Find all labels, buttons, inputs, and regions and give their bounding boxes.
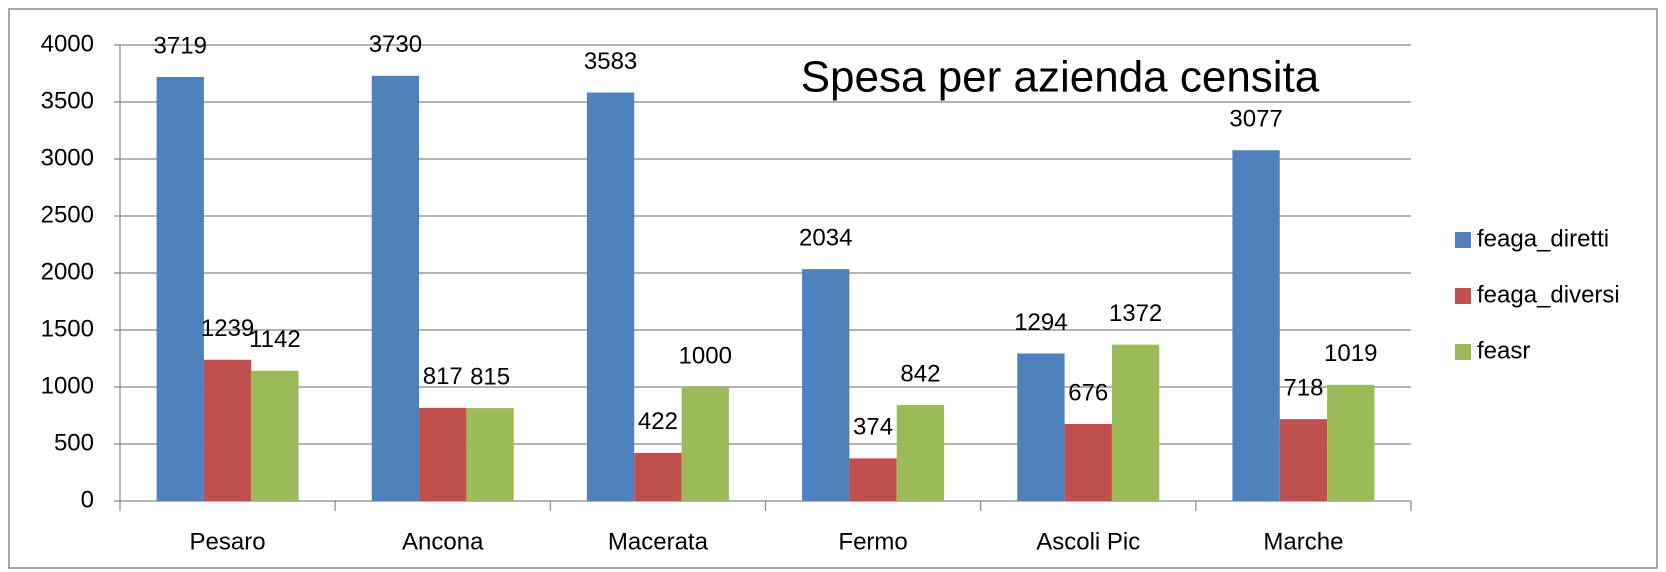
data-label: 1372 <box>1109 300 1162 327</box>
bar <box>251 370 299 501</box>
y-tick-label: 0 <box>81 486 94 513</box>
data-label: 676 <box>1068 379 1108 406</box>
bar <box>1232 150 1280 502</box>
bar <box>681 387 729 501</box>
bar <box>849 458 897 501</box>
data-label: 1000 <box>679 342 732 369</box>
data-label: 1019 <box>1324 340 1377 367</box>
bar <box>466 408 514 501</box>
x-tick-label: Ascoli Pic <box>1036 528 1140 555</box>
data-label: 3730 <box>369 31 422 58</box>
bar <box>1327 384 1375 501</box>
x-tick-label: Fermo <box>838 528 907 555</box>
legend-label: feasr <box>1477 337 1530 364</box>
legend-swatch <box>1455 344 1471 360</box>
bar <box>634 452 682 501</box>
x-tick-label: Marche <box>1263 528 1343 555</box>
data-label: 842 <box>900 360 940 387</box>
data-label: 1239 <box>201 315 254 342</box>
legend-swatch <box>1455 232 1471 248</box>
data-label: 3719 <box>154 32 207 59</box>
data-label: 1142 <box>249 326 301 353</box>
bar <box>156 77 204 501</box>
bar <box>371 75 420 501</box>
data-label: 718 <box>1283 374 1323 401</box>
bar <box>419 407 467 501</box>
bar <box>896 405 945 501</box>
legend-label: feaga_diretti <box>1477 225 1609 252</box>
x-tick-label: Ancona <box>402 528 484 555</box>
bar <box>1111 344 1160 501</box>
data-label: 815 <box>470 363 510 390</box>
y-tick-label: 3500 <box>41 87 94 114</box>
y-tick-label: 500 <box>54 429 94 456</box>
y-tick-label: 1500 <box>41 315 94 342</box>
bar <box>802 269 850 501</box>
data-label: 422 <box>638 408 678 435</box>
bar <box>1017 353 1065 501</box>
y-tick-label: 2500 <box>41 201 94 228</box>
bar <box>1279 419 1328 501</box>
data-label: 3583 <box>584 48 637 75</box>
bar <box>586 92 635 502</box>
data-label: 374 <box>853 414 893 441</box>
legend-label: feaga_diversi <box>1477 281 1620 308</box>
y-tick-label: 3000 <box>41 144 94 171</box>
bar <box>1064 423 1112 501</box>
y-tick-label: 1000 <box>41 372 94 399</box>
data-label: 817 <box>423 363 463 390</box>
bar <box>203 359 252 501</box>
x-tick-label: Macerata <box>608 528 709 555</box>
y-tick-label: 4000 <box>41 30 94 57</box>
chart-title: Spesa per azienda censita <box>801 53 1320 102</box>
data-label: 3077 <box>1229 106 1282 133</box>
legend-swatch <box>1455 288 1471 304</box>
x-tick-label: Pesaro <box>190 528 266 555</box>
data-label: 2034 <box>799 224 852 251</box>
y-tick-label: 2000 <box>41 258 94 285</box>
data-label: 1294 <box>1014 309 1067 336</box>
